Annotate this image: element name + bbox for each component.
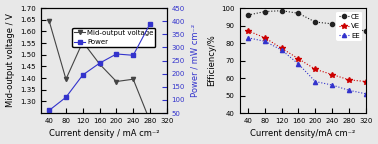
VE (279, 47, 284, 49)
Line: Mid-output voltage: Mid-output voltage (47, 19, 152, 123)
CE (263, 11, 267, 12)
Mid-output voltage (97, 63, 102, 65)
Legend: CE, VE, EE: CE, VE, EE (336, 12, 362, 41)
Y-axis label: Power / mW cm⁻²: Power / mW cm⁻² (191, 24, 200, 97)
EE (347, 89, 351, 91)
Mid-output voltage (64, 78, 68, 80)
CE (347, 28, 351, 30)
CE (313, 21, 318, 23)
EE (279, 49, 284, 51)
Power (47, 110, 51, 111)
Mid-output voltage (47, 20, 51, 22)
Y-axis label: Mid-output voltage / V: Mid-output voltage / V (6, 14, 15, 107)
Power (131, 54, 135, 56)
Line: CE: CE (246, 9, 368, 33)
Line: VE: VE (245, 28, 369, 84)
CE (279, 10, 284, 12)
Power (81, 74, 85, 76)
VE (330, 74, 335, 75)
EE (263, 40, 267, 42)
Line: EE: EE (246, 36, 368, 96)
X-axis label: Current density / mA cm⁻²: Current density / mA cm⁻² (48, 129, 159, 138)
Power (114, 53, 119, 55)
EE (313, 81, 318, 82)
X-axis label: Current density/mA cm⁻²: Current density/mA cm⁻² (250, 129, 355, 138)
Mid-output voltage (81, 41, 85, 43)
VE (347, 79, 351, 81)
CE (246, 14, 250, 16)
Mid-output voltage (148, 120, 152, 122)
CE (330, 23, 335, 25)
EE (296, 63, 301, 65)
EE (330, 84, 335, 86)
Mid-output voltage (131, 78, 135, 80)
Power (64, 96, 68, 98)
VE (263, 37, 267, 39)
CE (364, 30, 368, 32)
VE (246, 30, 250, 32)
VE (296, 58, 301, 60)
CE (296, 12, 301, 14)
Line: Power: Power (47, 22, 152, 112)
Legend: Mid-output voltage, Power: Mid-output voltage, Power (72, 28, 155, 47)
EE (246, 37, 250, 39)
Power (148, 23, 152, 25)
Power (97, 62, 102, 64)
VE (364, 81, 368, 82)
Mid-output voltage (114, 81, 119, 82)
Y-axis label: Efficiency/%: Efficiency/% (207, 35, 216, 86)
VE (313, 68, 318, 70)
EE (364, 93, 368, 95)
